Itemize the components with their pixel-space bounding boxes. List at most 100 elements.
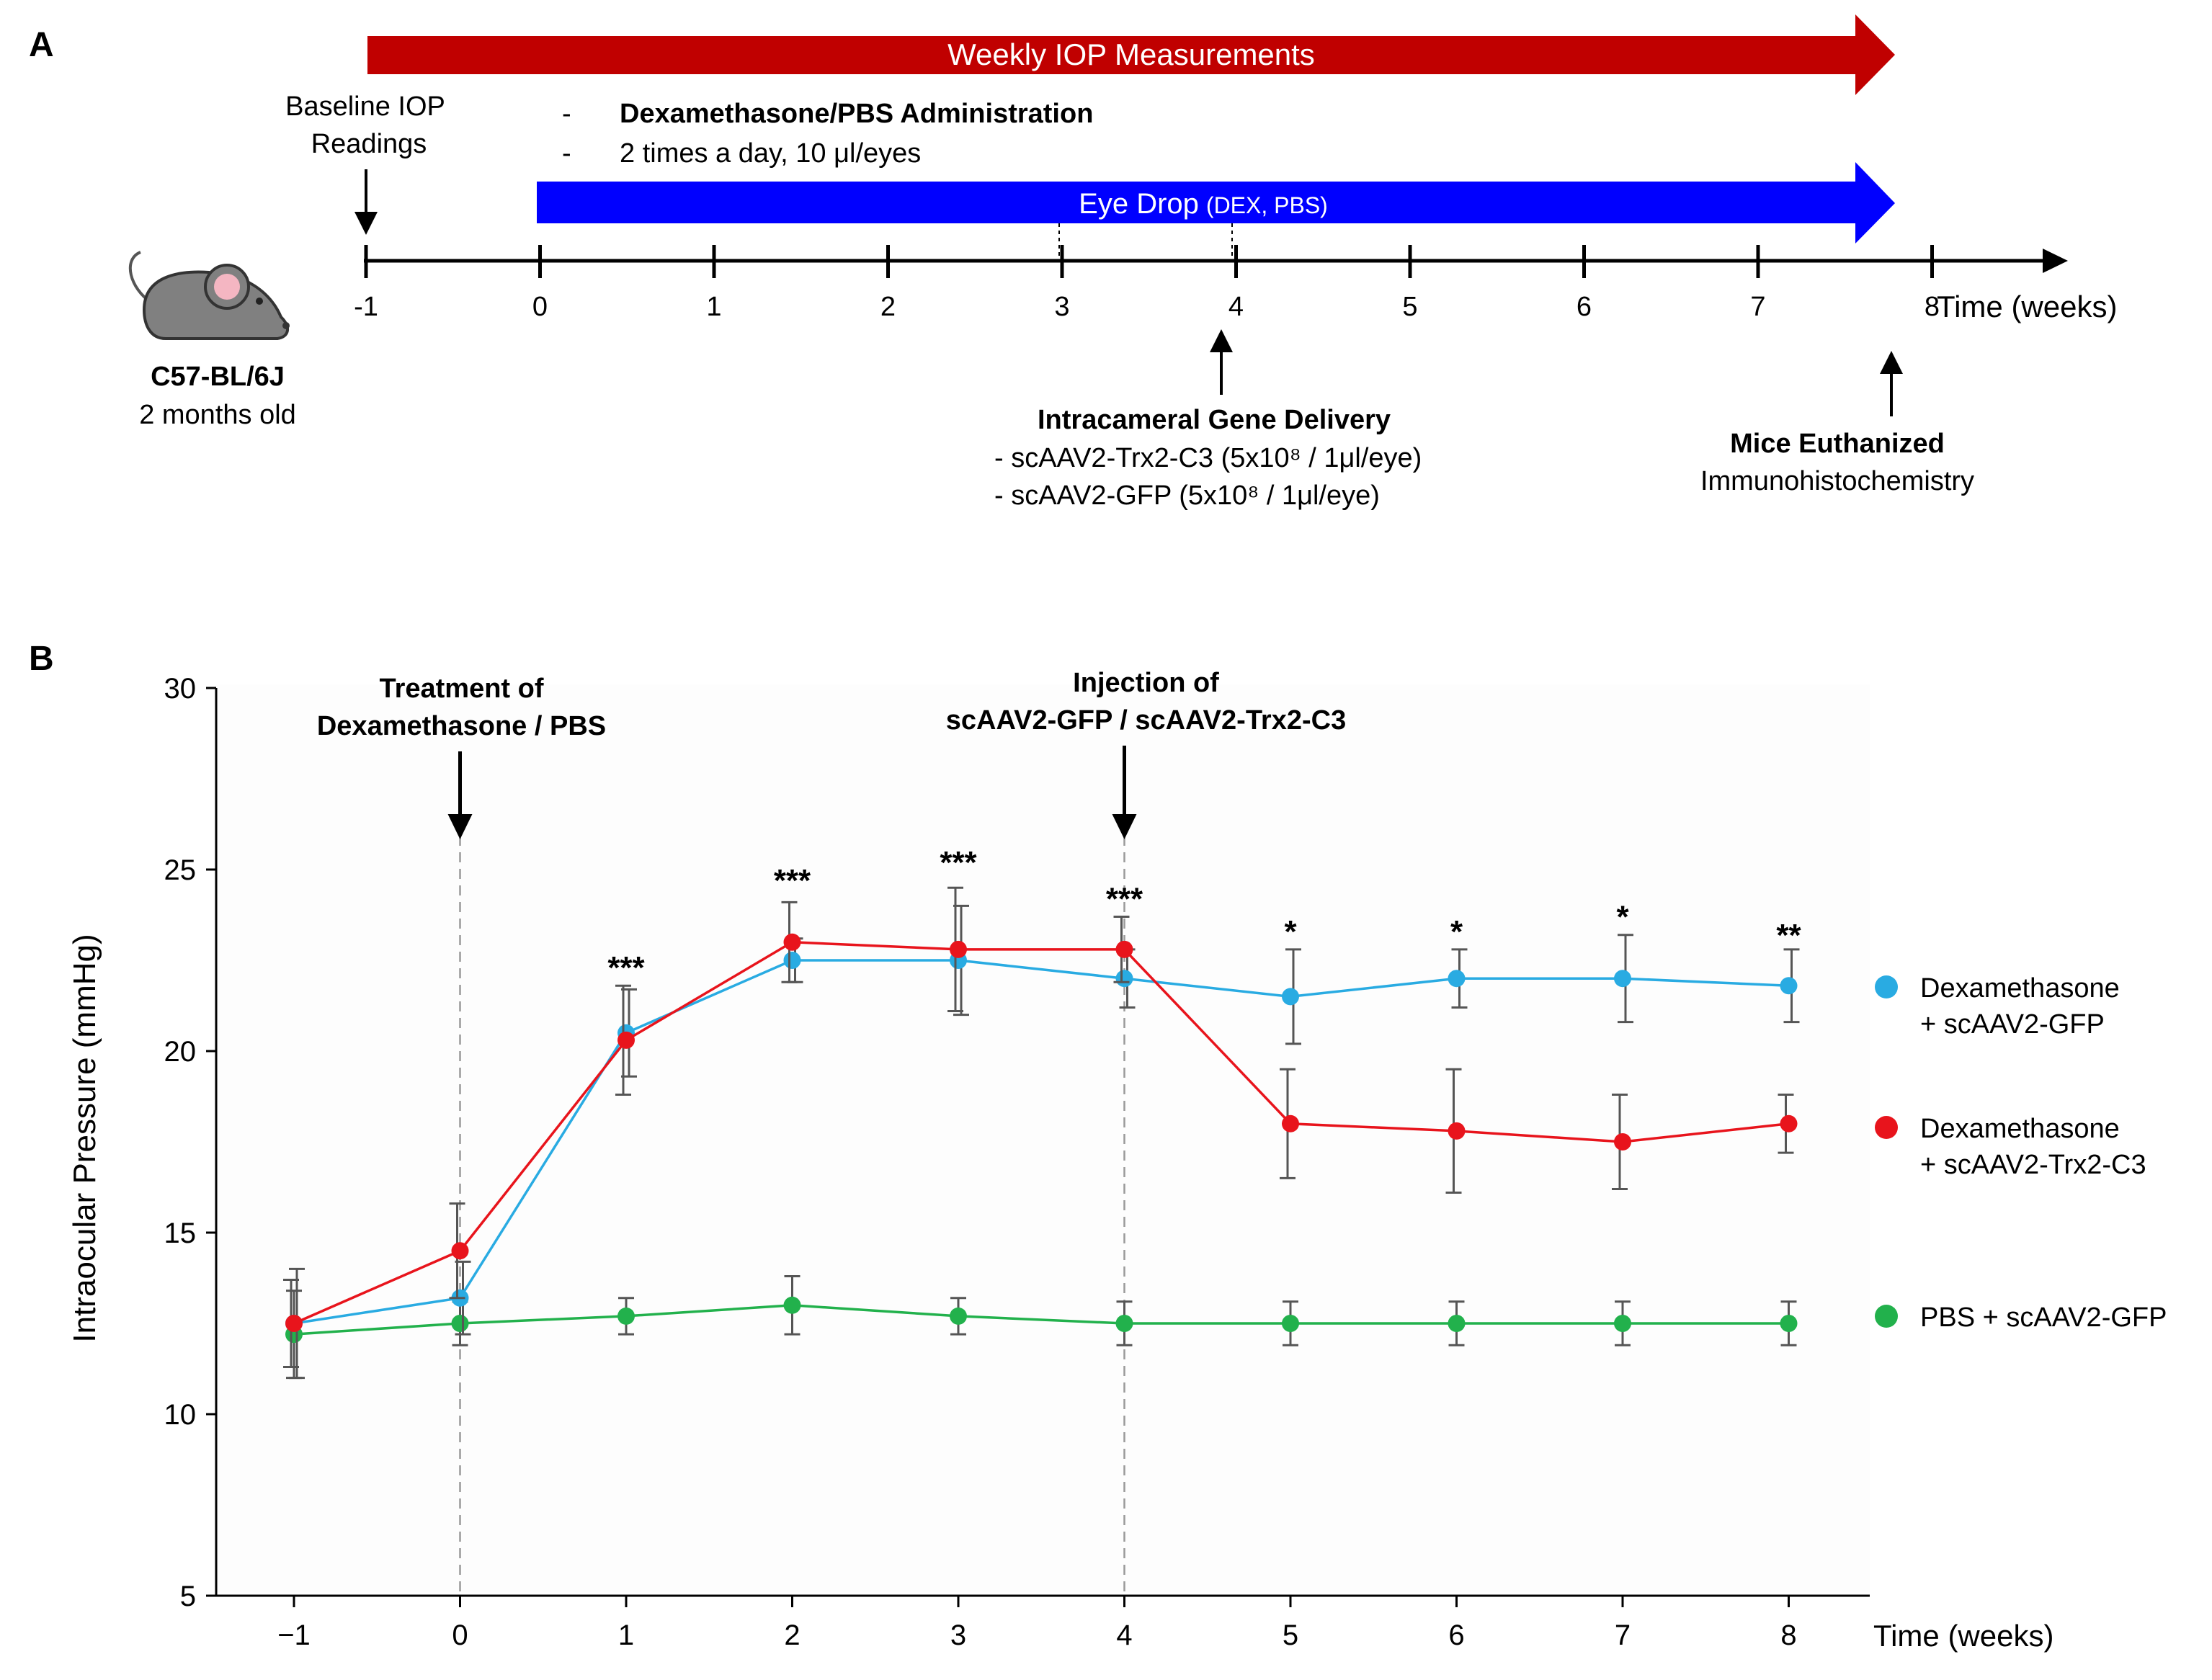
timeline-tick-label: 1 xyxy=(706,292,721,322)
baseline-label-line2: Readings xyxy=(311,129,427,159)
weekly-iop-arrow xyxy=(367,14,1895,95)
significance-label: * xyxy=(1284,914,1297,950)
x-tick-label: 0 xyxy=(452,1619,468,1651)
legend-marker xyxy=(1875,1305,1898,1328)
annotation-line2: scAAV2-GFP / scAAV2-Trx2-C3 xyxy=(946,705,1346,736)
x-tick-label: 8 xyxy=(1780,1619,1796,1651)
mouse-strain: C57-BL/6J xyxy=(151,362,285,392)
timeline-tick-label: 5 xyxy=(1402,292,1417,322)
significance-label: *** xyxy=(1106,881,1143,916)
x-tick-label: −1 xyxy=(277,1619,311,1651)
data-point xyxy=(1115,1315,1133,1332)
eye-drop-sub: (DEX, PBS) xyxy=(1206,192,1328,218)
data-point xyxy=(1448,1315,1466,1332)
y-axis-label: Intraocular Pressure (mmHg) xyxy=(67,934,102,1342)
panel-a: A Weekly IOP Measurements Baseline IOP R… xyxy=(29,14,2117,511)
x-tick-label: 4 xyxy=(1116,1619,1132,1651)
data-point xyxy=(1115,970,1133,988)
data-point xyxy=(1780,1315,1798,1332)
data-point xyxy=(1614,970,1631,988)
plot-background xyxy=(216,684,1870,1592)
gene-delivery-item-2: - scAAV2-GFP (5x10⁸ / 1μl/eye) xyxy=(994,481,1380,511)
x-axis-label: Time (weeks) xyxy=(1873,1619,2053,1653)
admin-title: Dexamethasone/PBS Administration xyxy=(620,99,1093,129)
data-point xyxy=(451,1315,469,1332)
timeline-arrowhead xyxy=(2043,249,2068,273)
data-point xyxy=(783,1296,801,1314)
data-point xyxy=(1282,988,1299,1006)
legend-label-line1: Dexamethasone xyxy=(1920,973,2120,1004)
admin-dash-1: - xyxy=(562,99,571,129)
significance-label: ** xyxy=(1776,918,1801,953)
x-tick-label: 3 xyxy=(950,1619,966,1651)
significance-label: *** xyxy=(774,863,811,898)
mouse-icon xyxy=(128,251,290,340)
euthanized-sub: Immunohistochemistry xyxy=(1700,466,1974,496)
data-point xyxy=(1282,1315,1299,1332)
admin-detail: 2 times a day, 10 μl/eyes xyxy=(620,138,921,169)
legend: Dexamethasone + scAAV2-GFP Dexamethasone + … xyxy=(1875,973,2167,1333)
admin-dash-2: - xyxy=(562,138,571,169)
timeline-tick-label: 6 xyxy=(1577,292,1592,322)
eye-drop-label: Eye Drop (DEX, PBS) xyxy=(1079,188,1328,220)
data-point xyxy=(1614,1315,1631,1332)
data-point xyxy=(1115,940,1133,958)
y-tick-label: 5 xyxy=(180,1581,196,1612)
data-point xyxy=(617,1307,635,1325)
annotation-arrowhead xyxy=(447,814,473,839)
baseline-label-line1: Baseline IOP xyxy=(285,91,445,122)
timeline-tick-label: -1 xyxy=(354,292,378,322)
x-tick-label: 5 xyxy=(1283,1619,1298,1651)
gene-delivery-item-1: - scAAV2-Trx2-C3 (5x10⁸ / 1μl/eye) xyxy=(994,443,1422,473)
y-tick-label: 15 xyxy=(164,1217,197,1249)
series-line xyxy=(293,941,1789,1325)
mouse-age: 2 months old xyxy=(139,400,296,430)
y-tick-label: 20 xyxy=(164,1036,197,1068)
annotation-arrowhead xyxy=(1112,814,1137,839)
eye-drop-main: Eye Drop xyxy=(1079,188,1199,220)
legend-label-line2: + scAAV2-GFP xyxy=(1920,1009,2105,1040)
panel-b-label: B xyxy=(29,640,54,678)
panel-a-label: A xyxy=(29,26,54,64)
data-point xyxy=(1614,1133,1631,1150)
timeline-tick-label: 0 xyxy=(532,292,548,322)
x-tick-label: 2 xyxy=(784,1619,800,1651)
timeline-tick-label: 3 xyxy=(1054,292,1069,322)
legend-label-line1: PBS + scAAV2-GFP xyxy=(1920,1303,2167,1333)
annotation-line2: Dexamethasone / PBS xyxy=(317,711,606,741)
series-line xyxy=(293,959,1789,1325)
timeline-tick-label: 8 xyxy=(1925,292,1940,322)
data-point xyxy=(617,1031,635,1049)
significance-label: *** xyxy=(940,845,977,880)
euthanized-title: Mice Euthanized xyxy=(1730,429,1945,459)
legend-marker xyxy=(1875,1116,1898,1139)
x-tick-label: 7 xyxy=(1615,1619,1631,1651)
timeline-tick-label: 2 xyxy=(880,292,896,322)
y-tick-label: 10 xyxy=(164,1399,197,1431)
legend-label-line2: + scAAV2-Trx2-C3 xyxy=(1920,1150,2146,1180)
data-point xyxy=(950,940,967,958)
timeline-tick-label: 4 xyxy=(1228,292,1244,322)
significance-label: * xyxy=(1450,914,1463,950)
data-point xyxy=(1448,970,1466,988)
timeline-tick-label: 7 xyxy=(1750,292,1765,322)
data-point xyxy=(1780,977,1798,995)
timeline-ticks: -1 0 1 2 3 4 5 6 7 8 xyxy=(354,245,1940,322)
annotation-line1: Treatment of xyxy=(379,674,543,704)
data-point xyxy=(950,1307,967,1325)
panel-b: B 5 10 15 20 25 30 −1 0 1 2 3 4 5 6 7 8 Treatment of Dexa… xyxy=(29,640,2167,1653)
series-line xyxy=(293,1304,1789,1336)
significance-label: *** xyxy=(607,950,645,986)
data-point xyxy=(783,952,801,969)
data-point xyxy=(451,1242,469,1260)
x-tick-label: 6 xyxy=(1448,1619,1464,1651)
plot-area: 5 10 15 20 25 30 −1 0 1 2 3 4 5 6 7 8 Treatment of Dexame… xyxy=(164,668,1870,1651)
eye-drop-arrow xyxy=(537,162,1895,243)
weekly-iop-label: Weekly IOP Measurements xyxy=(947,37,1315,71)
timeline-unit: Time (weeks) xyxy=(1937,290,2117,323)
y-tick-label: 25 xyxy=(164,854,197,886)
legend-marker xyxy=(1875,975,1898,998)
data-point xyxy=(285,1315,303,1332)
data-point xyxy=(1282,1114,1299,1132)
